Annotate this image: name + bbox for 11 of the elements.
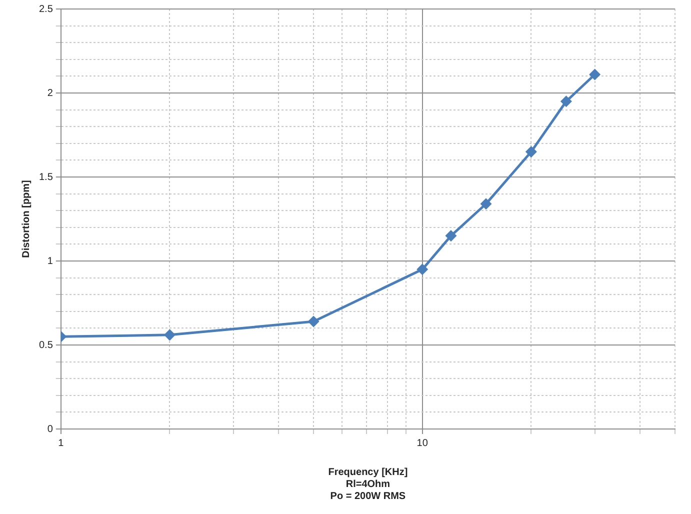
text: Po = 200W RMS	[330, 490, 406, 502]
y-axis-title: Distortion [ppm]	[20, 180, 32, 258]
x-tick-label: 10	[416, 438, 428, 449]
y-tick-label: 0.5	[38, 340, 54, 351]
y-tick-label: 1	[47, 256, 54, 267]
y-tick-label: 0	[47, 424, 54, 435]
text: Rl=4Ohm	[346, 478, 390, 490]
y-tick-label: 1.5	[38, 172, 54, 183]
y-tick-label: 2.5	[38, 4, 54, 15]
x-axis-title: Frequency [KHz]	[328, 466, 408, 478]
y-tick-label: 2	[47, 88, 54, 99]
